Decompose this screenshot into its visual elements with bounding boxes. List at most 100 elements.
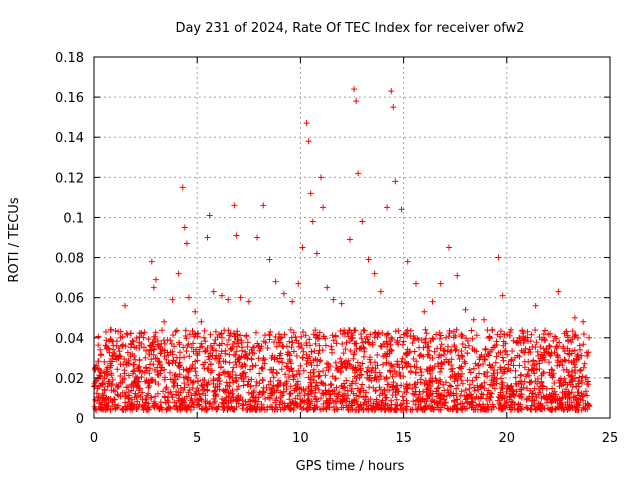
data-point <box>320 204 327 211</box>
data-point <box>355 170 362 177</box>
data-point <box>130 338 137 345</box>
y-tick-label: 0.18 <box>55 51 84 66</box>
data-point <box>307 190 314 197</box>
y-tick-label: 0.04 <box>55 332 84 347</box>
data-point <box>462 306 469 313</box>
data-point <box>392 178 399 185</box>
dense-background-points <box>91 326 593 413</box>
data-point <box>107 326 114 333</box>
x-tick-label: 0 <box>90 431 98 446</box>
data-point <box>454 272 461 279</box>
data-point <box>390 104 397 111</box>
data-point <box>377 288 384 295</box>
data-point <box>388 88 395 95</box>
data-point <box>280 290 287 297</box>
data-point <box>538 336 545 343</box>
data-point <box>313 250 320 257</box>
data-point <box>499 292 506 299</box>
data-point <box>152 276 159 283</box>
data-point <box>210 288 217 295</box>
data-point <box>437 280 444 287</box>
data-point <box>495 254 502 261</box>
data-point <box>318 174 325 181</box>
data-point <box>346 236 353 243</box>
data-point <box>446 244 453 251</box>
data-point <box>547 330 554 337</box>
data-point <box>148 258 155 265</box>
data-points <box>97 86 587 365</box>
data-point <box>338 300 345 307</box>
data-point <box>245 298 252 305</box>
data-point <box>359 218 366 225</box>
data-point <box>97 346 104 353</box>
data-point <box>185 294 192 301</box>
data-point <box>272 278 279 285</box>
data-point <box>365 256 372 263</box>
data-point <box>181 224 188 231</box>
plot-frame <box>93 56 611 419</box>
data-point <box>231 202 238 209</box>
data-point <box>161 318 168 325</box>
data-point <box>516 334 523 341</box>
data-point <box>206 212 213 219</box>
data-point <box>233 232 240 239</box>
data-point <box>507 326 514 333</box>
data-point <box>571 314 578 321</box>
data-point <box>305 138 312 145</box>
data-point <box>398 206 405 213</box>
data-point <box>404 258 411 265</box>
data-point <box>421 308 428 315</box>
data-point <box>303 120 310 127</box>
x-axis-label: GPS time / hours <box>296 459 405 474</box>
data-point <box>412 280 419 287</box>
data-point <box>351 86 358 93</box>
data-point <box>169 296 176 303</box>
y-tick-label: 0.12 <box>55 171 84 186</box>
y-tick-label: 0.1 <box>63 211 84 226</box>
data-point <box>353 98 360 105</box>
data-point <box>260 202 267 209</box>
data-point <box>563 328 570 335</box>
data-point <box>489 326 496 333</box>
data-point <box>237 294 244 301</box>
x-tick-label: 25 <box>602 431 619 446</box>
data-point <box>330 296 337 303</box>
data-point <box>183 240 190 247</box>
data-point <box>289 298 296 305</box>
data-point <box>266 256 273 263</box>
data-point <box>555 288 562 295</box>
x-tick-label: 5 <box>193 431 201 446</box>
data-point <box>179 184 186 191</box>
y-tick-label: 0 <box>76 412 84 427</box>
data-point <box>324 284 331 291</box>
y-tick-label: 0.02 <box>55 372 84 387</box>
x-tick-label: 15 <box>395 431 412 446</box>
data-point <box>225 296 232 303</box>
x-tick-label: 20 <box>499 431 516 446</box>
data-point <box>121 302 128 309</box>
data-point <box>299 244 306 251</box>
data-point <box>371 270 378 277</box>
data-point <box>218 292 225 299</box>
data-point <box>384 204 391 211</box>
data-point <box>175 270 182 277</box>
data-point <box>524 328 531 335</box>
x-tick-label: 10 <box>292 431 309 446</box>
data-point <box>470 316 477 323</box>
data-point <box>198 318 205 325</box>
y-tick-label: 0.08 <box>55 252 84 267</box>
data-point <box>192 308 199 315</box>
data-point <box>150 284 157 291</box>
data-point <box>138 330 145 337</box>
data-point <box>254 234 261 241</box>
data-point <box>309 218 316 225</box>
data-point <box>481 316 488 323</box>
y-tick-label: 0.06 <box>55 292 84 307</box>
y-axis-label: ROTI / TECUs <box>7 197 22 282</box>
data-point <box>295 280 302 287</box>
chart-title: Day 231 of 2024, Rate Of TEC Index for r… <box>175 21 524 36</box>
data-point <box>101 358 108 365</box>
data-point <box>532 302 539 309</box>
data-point <box>580 318 587 325</box>
